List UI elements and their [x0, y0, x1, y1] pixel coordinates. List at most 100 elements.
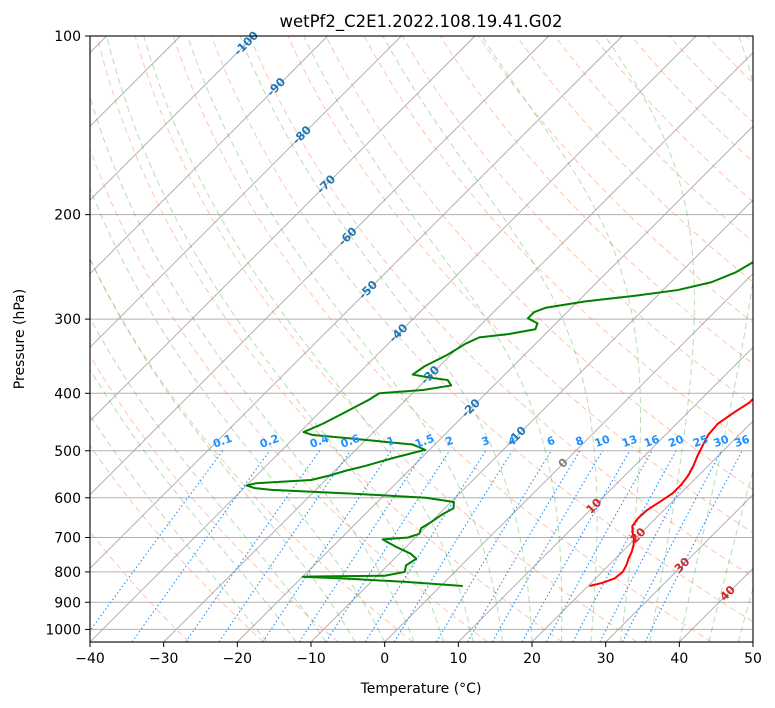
dry-adiabat-line: [745, 36, 753, 45]
mixing-ratio-line: [325, 450, 451, 642]
isotherm-line: [310, 199, 753, 642]
mixing-ratio-label: 6: [545, 434, 557, 449]
x-tick-label: 50: [744, 651, 762, 667]
background-lines: [90, 36, 753, 642]
isotherm-label: -60: [335, 224, 360, 249]
moist-adiabat-line: [187, 36, 504, 642]
dry-adiabat-label: 30: [671, 554, 692, 575]
dry-adiabat-line: [325, 36, 753, 491]
mixing-ratio-line: [467, 450, 581, 642]
mixing-ratio-label: 2: [444, 434, 456, 449]
dry-adiabat-line: [211, 36, 753, 623]
isotherm-label: -80: [289, 123, 314, 148]
dry-adiabat-line: [630, 36, 753, 163]
moist-adiabat-line: [382, 36, 598, 642]
mixing-ratio-label: 4: [506, 434, 518, 449]
mixing-ratio-label: 0.2: [258, 432, 281, 451]
x-tick-label: 40: [670, 651, 688, 667]
y-tick-label: 600: [54, 491, 81, 507]
isotherm-label: -20: [458, 396, 483, 421]
dry-adiabat-line: [401, 36, 753, 406]
mixing-ratio-line: [218, 450, 351, 642]
dry-adiabat-line: [478, 36, 753, 324]
dry-adiabat-label: 20: [627, 525, 648, 546]
dry-adiabat-line: [90, 147, 488, 642]
dry-adiabat-label: 10: [583, 495, 604, 516]
dry-adiabat-label: 40: [717, 583, 738, 604]
mixing-ratio-label: 1: [385, 434, 397, 449]
dry-adiabat-line: [440, 36, 753, 365]
x-axis-label: Temperature (°C): [360, 681, 482, 697]
y-tick-label: 1000: [45, 622, 81, 638]
mixing-ratio-label: 36: [733, 432, 752, 450]
isotherm-line: [90, 36, 623, 569]
mixing-ratio-line: [435, 450, 552, 642]
temperature-profile: [589, 397, 753, 587]
mixing-ratio-label: 25: [691, 433, 710, 450]
y-tick-label: 400: [54, 386, 81, 402]
isotherm-line: [90, 36, 549, 496]
mixing-ratio-label: 1.5: [413, 432, 436, 451]
isotherm-line: [90, 36, 476, 422]
moist-adiabat-line: [90, 94, 415, 642]
y-tick-label: 800: [54, 565, 81, 581]
dry-adiabat-line: [134, 36, 638, 642]
x-tick-label: −10: [296, 651, 326, 667]
mixing-ratio-label: 8: [574, 434, 586, 449]
dewpoint-profile: [245, 261, 753, 588]
plot-frame: [89, 35, 754, 643]
y-axis-label: Pressure (hPa): [12, 289, 28, 389]
mixing-ratio-line: [364, 450, 487, 642]
mixing-ratio-label: 0.6: [339, 432, 362, 451]
dry-adiabat-line: [669, 36, 753, 124]
line-labels: -100-90-80-70-60-50-40-30-20-1000.1 0.2 0.…: [211, 28, 751, 604]
isotherm-line: [163, 52, 753, 642]
moist-adiabat-line: [604, 36, 695, 642]
mixing-ratio-label: 10: [593, 432, 612, 450]
x-tick-label: −30: [149, 651, 179, 667]
mixing-ratio-line: [491, 450, 603, 642]
mixing-ratio-line: [298, 450, 426, 642]
isotherm-line: [752, 641, 753, 642]
dry-adiabat-line: [90, 530, 190, 642]
isotherm-label: -50: [356, 277, 381, 302]
dry-adiabat-line: [96, 36, 563, 642]
x-tick-label: 20: [523, 651, 541, 667]
moist-adiabat-line: [737, 586, 753, 642]
mixing-ratio-label: 13: [620, 433, 639, 450]
moist-adiabat-line: [143, 36, 474, 642]
dry-adiabat-line: [516, 36, 753, 283]
isotherm-line: [90, 36, 328, 275]
x-tick-label: 30: [597, 651, 615, 667]
moist-adiabat-line: [708, 468, 753, 642]
isotherm-line: [90, 36, 697, 642]
isotherm-line: [90, 36, 255, 201]
profile-lines: [245, 261, 753, 588]
y-axis: 100 200 300 400 500 600 700 800 900 1000: [45, 29, 90, 638]
mixing-ratio-line: [262, 450, 392, 642]
mixing-ratio-label: 16: [642, 432, 661, 450]
isotherm-label: 0: [555, 455, 571, 471]
x-tick-label: 0: [380, 651, 389, 667]
x-tick-label: 10: [449, 651, 467, 667]
dry-adiabat-line: [249, 36, 753, 578]
x-axis: −40 −30 −20 −10 0 10 20 30 40 50: [75, 642, 762, 667]
dry-adiabat-line: [90, 444, 264, 642]
dry-adiabat-line: [592, 36, 753, 203]
isotherm-line: [384, 273, 753, 642]
isotherm-label: -70: [314, 172, 339, 197]
y-tick-label: 100: [54, 29, 81, 45]
mixing-ratio-line: [545, 450, 653, 642]
dry-adiabat-line: [554, 36, 753, 243]
y-tick-label: 500: [54, 444, 81, 460]
mixing-ratio-line: [572, 450, 677, 642]
dry-adiabat-line: [707, 36, 753, 84]
moist-adiabat-line: [106, 36, 445, 642]
dry-adiabat-line: [90, 354, 339, 642]
mixing-ratio-line: [393, 450, 513, 642]
isotherm-label: -30: [418, 363, 443, 388]
mixing-ratio-label: 20: [667, 432, 686, 450]
y-tick-label: 300: [54, 312, 81, 328]
x-tick-label: −40: [75, 651, 105, 667]
